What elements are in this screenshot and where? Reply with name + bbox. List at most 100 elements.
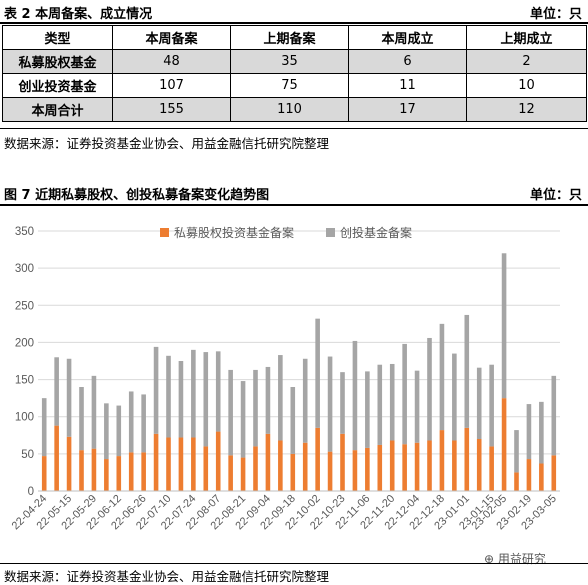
table-row: 创业投资基金 107 75 11 10 xyxy=(2,73,587,98)
table-row: 本周合计 155 110 17 12 xyxy=(2,97,587,122)
bar-vc-23-01-15 xyxy=(489,364,494,447)
bar-vc-23-02-12 xyxy=(514,430,519,473)
bar-vc-22-06-05 xyxy=(104,403,109,460)
y-tick-label: 350 xyxy=(15,226,34,238)
table-cell: 2 xyxy=(466,49,587,74)
bar-vc-22-05-29 xyxy=(91,375,97,449)
bar-pe-22-05-15 xyxy=(66,436,72,491)
bar-pe-23-02-05 xyxy=(501,398,507,491)
bar-vc-22-11-20 xyxy=(389,363,395,441)
bar-vc-23-01-08 xyxy=(476,367,482,439)
bar-pe-22-12-18 xyxy=(439,430,445,491)
bar-pe-22-08-21 xyxy=(240,457,246,491)
bar-vc-22-09-04 xyxy=(265,366,271,434)
figure-source: 数据来源：证券投资基金业协会、用益金融信托研究院整理 xyxy=(4,569,330,584)
bar-pe-22-10-23 xyxy=(340,433,345,491)
bar-vc-23-02-26 xyxy=(539,401,544,464)
bar-pe-22-07-17 xyxy=(178,437,184,491)
figure-header: 图 7 近期私募股权、创投私募备案变化趋势图 单位：只 xyxy=(0,181,588,203)
y-tick-label: 150 xyxy=(15,375,34,387)
row-label: 私募股权基金 xyxy=(2,49,113,74)
table-cell: 107 xyxy=(112,73,231,98)
bar-pe-23-01-01 xyxy=(464,427,470,491)
bar-pe-22-07-31 xyxy=(203,446,209,491)
table-cell: 155 xyxy=(112,97,231,122)
bar-pe-23-02-19 xyxy=(526,459,532,491)
bar-pe-23-02-26 xyxy=(539,463,544,491)
bar-pe-22-06-05 xyxy=(104,459,109,491)
wechat-icon: ⊕ xyxy=(484,552,495,566)
legend-label-pe: 私募股权投资基金备案 xyxy=(174,225,294,240)
bar-vc-22-04-24 xyxy=(41,398,47,457)
bar-vc-22-09-18 xyxy=(290,387,296,454)
legend-swatch-pe xyxy=(160,228,169,237)
watermark: ⊕ 用益研究 xyxy=(484,550,546,567)
bar-pe-22-12-11 xyxy=(427,440,432,491)
bar-vc-23-01-01 xyxy=(464,314,470,428)
y-tick-label: 300 xyxy=(15,263,34,275)
bar-vc-22-10-23 xyxy=(340,372,345,434)
y-tick-label: 100 xyxy=(15,412,34,424)
table-title: 表 2 本周备案、成立情况 xyxy=(4,7,153,22)
bar-vc-22-07-10 xyxy=(166,355,171,438)
bar-vc-22-06-19 xyxy=(128,391,134,453)
bar-vc-22-08-28 xyxy=(253,369,258,447)
bar-vc-22-09-25 xyxy=(302,358,308,443)
bar-vc-23-03-05 xyxy=(551,375,557,456)
bar-pe-23-03-05 xyxy=(551,455,557,491)
bar-pe-22-08-07 xyxy=(215,431,221,491)
bar-pe-22-08-28 xyxy=(253,446,258,491)
bar-pe-22-05-29 xyxy=(91,448,97,491)
table-row: 私募股权基金 48 35 6 2 xyxy=(2,49,587,74)
bar-vc-22-12-11 xyxy=(427,337,432,441)
table-header-cell: 上期成立 xyxy=(466,25,587,50)
bar-vc-22-10-02 xyxy=(315,318,320,428)
y-axis-ticks: 0 50 100 150 200 250 300 350 xyxy=(15,226,34,498)
bar-vc-22-06-12 xyxy=(116,405,122,457)
table-unit: 单位：只 xyxy=(529,7,582,22)
bar-pe-22-11-06 xyxy=(365,447,370,491)
bar-pe-22-05-22 xyxy=(79,450,84,491)
bar-pe-22-11-27 xyxy=(402,444,407,491)
bar-pe-23-01-08 xyxy=(476,439,482,491)
bar-pe-22-11-13 xyxy=(377,444,383,491)
bar-pe-23-01-15 xyxy=(489,446,494,491)
bar-vc-22-10-30 xyxy=(352,340,358,451)
bar-pe-22-07-03 xyxy=(153,433,159,491)
bar-pe-22-06-19 xyxy=(128,452,134,491)
bar-pe-22-09-11 xyxy=(278,440,283,491)
legend-swatch-vc xyxy=(326,228,335,237)
bar-pe-22-06-12 xyxy=(116,456,122,491)
bar-vc-22-12-04 xyxy=(414,370,420,443)
table-cell: 48 xyxy=(112,49,231,74)
bar-vc-22-09-11 xyxy=(278,355,283,441)
table-cell: 12 xyxy=(466,97,587,122)
gridlines xyxy=(38,230,560,455)
bar-pe-22-07-24 xyxy=(191,437,196,491)
bar-pe-22-09-25 xyxy=(302,442,308,491)
table-top-rule xyxy=(0,22,588,24)
table-source: 数据来源：证券投资基金业协会、用益金融信托研究院整理 xyxy=(4,136,330,151)
table-header-cell: 类型 xyxy=(2,25,113,50)
bar-vc-23-02-19 xyxy=(526,404,532,460)
bar-vc-23-02-05 xyxy=(501,253,507,399)
table-bottom-rule xyxy=(0,128,588,129)
bar-vc-22-07-03 xyxy=(153,346,159,434)
table-cell: 35 xyxy=(230,49,349,74)
legend: 私募股权投资基金备案 创投基金备案 xyxy=(160,225,412,240)
bar-vc-22-07-31 xyxy=(203,352,209,447)
bar-pe-22-08-14 xyxy=(228,455,233,491)
bar-vc-22-12-25 xyxy=(452,353,457,441)
table-header-cell: 本周成立 xyxy=(348,25,467,50)
bar-vc-22-12-18 xyxy=(439,323,445,431)
bar-vc-22-07-24 xyxy=(191,349,196,438)
x-axis-ticks: 22-04-2422-05-1522-05-2922-06-1222-06-26… xyxy=(10,493,559,533)
row-label: 本周合计 xyxy=(2,97,113,122)
bar-pe-23-02-12 xyxy=(514,472,519,491)
bar-pe-22-06-26 xyxy=(141,452,146,491)
figure-unit: 单位：只 xyxy=(529,188,582,203)
bar-vc-22-11-27 xyxy=(402,343,407,445)
legend-label-vc: 创投基金备案 xyxy=(340,225,412,240)
table-header: 表 2 本周备案、成立情况 单位：只 xyxy=(0,0,588,22)
bar-vc-22-11-06 xyxy=(365,371,370,448)
